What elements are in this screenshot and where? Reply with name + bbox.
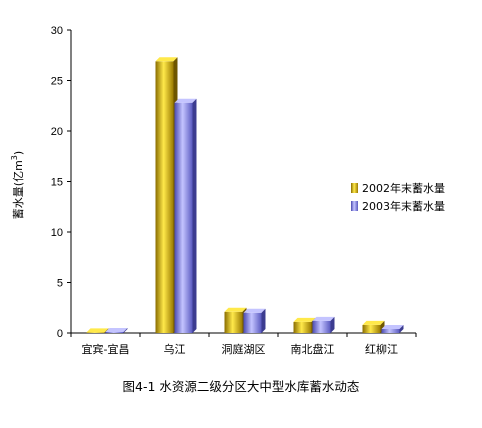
bar-s0-3 [293,321,312,333]
bar-s0-2 [224,311,243,333]
y-axis-label: 蓄水量(亿m3) [10,151,25,219]
x-tick-label-2: 洞庭湖区 [222,342,266,356]
legend-label-1: 2003年末蓄水量 [362,199,445,213]
bar-side-s0-0 [104,328,109,333]
x-tick-label-0: 宜宾-宜昌 [82,342,130,356]
bar-side-s1-1 [192,98,197,333]
y-tick-label-1: 5 [57,278,63,290]
legend-swatch-0 [351,183,358,193]
bar-top-s1-4 [381,324,404,329]
bar-s1-4 [381,328,400,333]
bar-top-s0-1 [155,57,178,62]
y-tick-label-5: 25 [51,76,63,88]
y-tick-label-0: 0 [57,328,63,340]
figure-caption: 图4-1 水资源二级分区大中型水库蓄水动态 [122,379,360,394]
bar-top-s1-3 [312,316,335,321]
bar-s0-4 [362,324,381,333]
labels: 0 5 10 15 20 25 30 宜宾-宜昌 乌江 洞庭湖区 南北盘江 红柳江 [51,25,398,356]
x-tick-label-3: 南北盘江 [291,342,335,356]
bar-s1-1 [174,102,193,333]
bar-top-s0-2 [224,307,247,312]
y-axis-label-sup: 3 [10,155,19,160]
y-tick-label-3: 15 [51,177,63,189]
axes [67,29,417,337]
y-axis-label-main: 蓄水量(亿m [12,160,25,219]
bar-side-s1-3 [330,316,335,333]
legend-label-0: 2002年末蓄水量 [362,181,445,195]
bar-s0-0 [86,332,105,333]
y-tick-label-4: 20 [51,126,63,138]
bar-top-s0-0 [86,328,109,333]
y-tick-label-6: 30 [51,25,63,37]
bar-s1-2 [243,312,262,333]
bar-top-s1-2 [243,308,266,313]
bars [86,57,404,334]
y-tick-label-2: 10 [51,227,63,239]
bar-s1-0 [105,331,124,333]
legend-swatch-1 [351,201,358,211]
x-tick-label-4: 红柳江 [365,342,398,356]
bar-top-s0-3 [293,317,316,322]
bar-top-s1-1 [174,98,197,103]
bar-top-s1-0 [105,327,128,332]
bar-side-s1-2 [261,308,266,333]
bar-side-s1-4 [399,324,404,333]
y-axis-label-tail: ) [12,151,25,155]
x-tick-label-1: 乌江 [164,342,186,356]
bar-s1-3 [312,320,331,333]
bar-top-s0-4 [362,320,385,325]
bar-s0-1 [155,61,174,334]
legend: 2002年末蓄水量 2003年末蓄水量 [351,181,445,213]
bar-side-s1-0 [123,327,128,333]
